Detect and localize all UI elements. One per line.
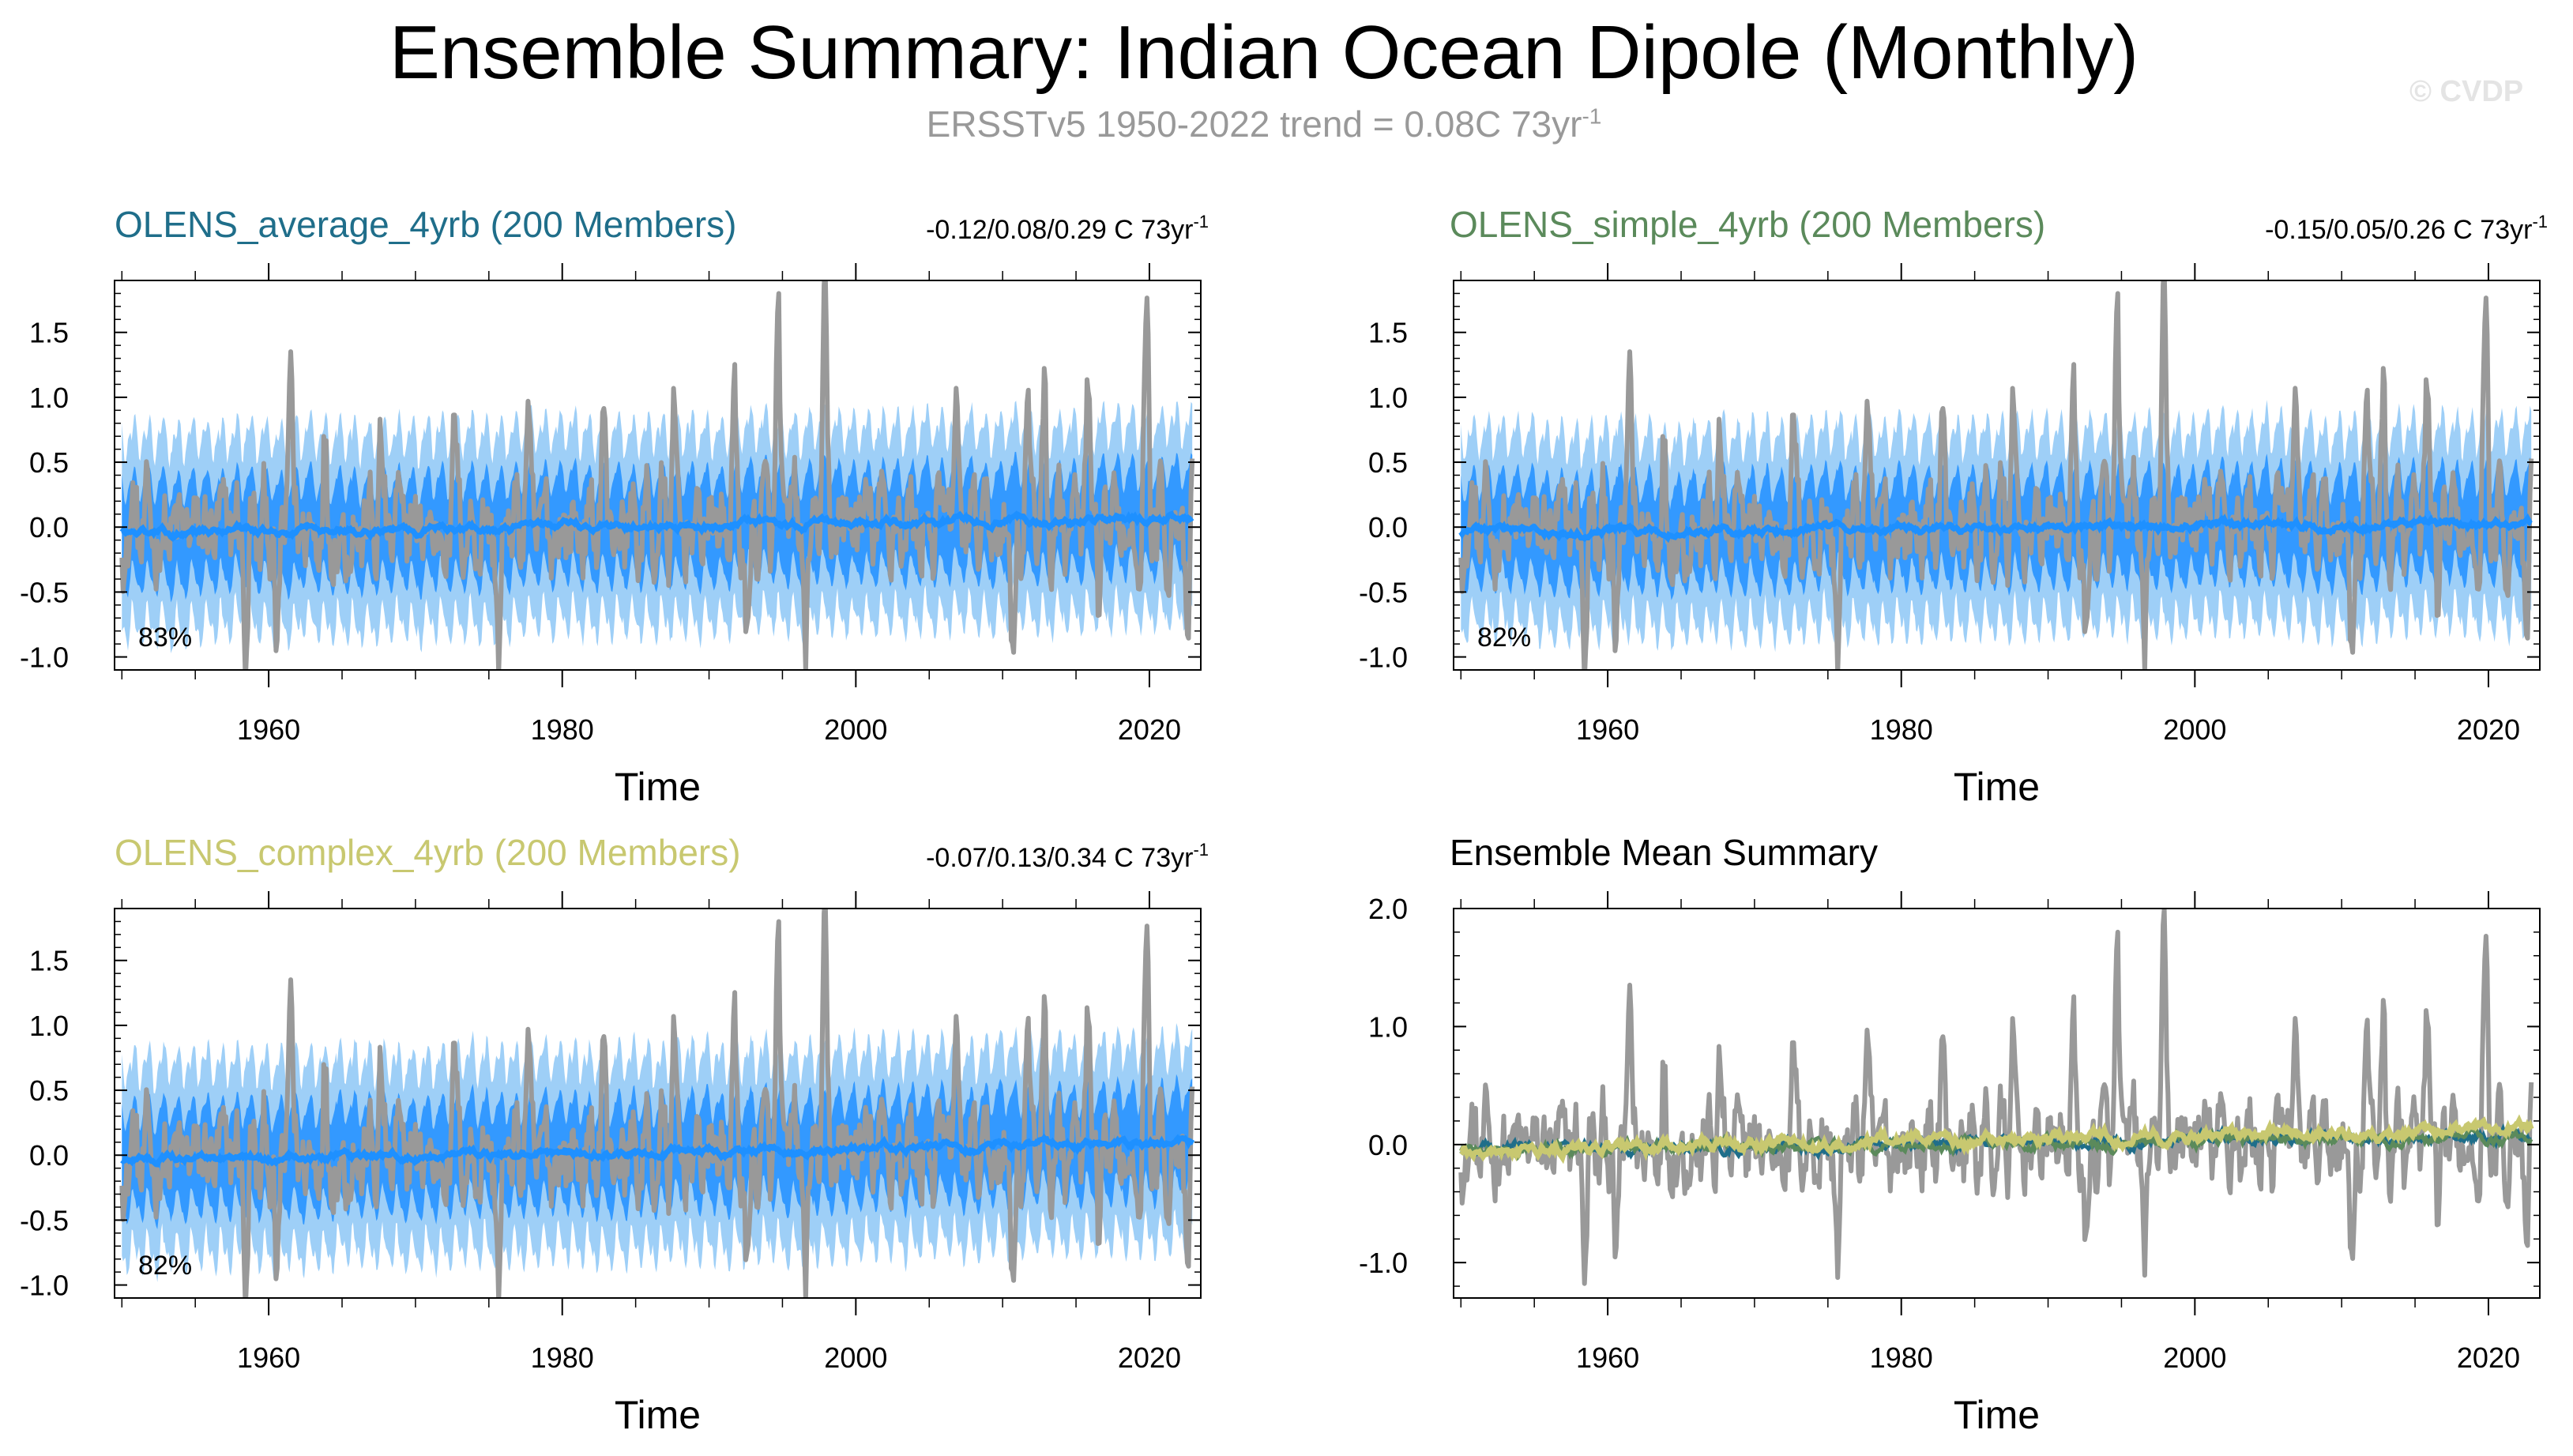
y-tick-label: 1.5	[29, 945, 69, 977]
trend-label-sup: -1	[1193, 840, 1209, 860]
ensemble-mean-line-3	[1459, 1114, 2534, 1164]
ensemble-mean-line	[1458, 513, 2533, 544]
percent-label: 83%	[138, 623, 192, 653]
x-tick-label: 2000	[2163, 1341, 2226, 1374]
x-tick-label: 1960	[237, 1341, 300, 1374]
y-tick-label: -1.0	[20, 1270, 69, 1302]
page-title: Ensemble Summary: Indian Ocean Dipole (M…	[389, 10, 2139, 95]
y-tick-label: 0.0	[29, 511, 69, 544]
percent-label: 82%	[1477, 623, 1531, 653]
y-tick-label: 1.5	[29, 317, 69, 349]
x-tick-label: 2000	[824, 1341, 887, 1374]
trend-label-text: -0.07/0.13/0.34 C 73yr	[926, 843, 1193, 873]
x-tick-label: 1960	[237, 713, 300, 746]
x-axis-label: Time	[615, 1393, 701, 1437]
plot-frame	[1453, 908, 2541, 1299]
ensemble-mean-line	[119, 510, 1194, 543]
plot-area	[119, 909, 1195, 1298]
x-tick-label: 2000	[824, 713, 887, 746]
y-tick-label: -0.5	[20, 576, 69, 608]
trend-label: -0.15/0.05/0.26 C 73yr-1	[2265, 212, 2548, 245]
x-tick-label: 2000	[2163, 713, 2226, 746]
percent-label: 82%	[138, 1251, 192, 1281]
plot-area	[119, 280, 1195, 670]
y-tick-label: 1.0	[1368, 1010, 1408, 1043]
y-tick-label: -1.0	[20, 641, 69, 674]
x-tick-label: 1980	[531, 713, 594, 746]
chart-panel-2: OLENS_simple_4yrb (200 Members) -0.15/0.0…	[1359, 204, 2548, 809]
chart-panel-4: Ensemble Mean Summary 2.0 1.0 0.0 -1.0 1960 19…	[1359, 832, 2541, 1437]
chart-panel-1: OLENS_average_4yrb (200 Members) -0.12/0.…	[20, 204, 1209, 809]
x-axis-label: Time	[1954, 765, 2040, 809]
x-axis-label: Time	[1954, 1393, 2040, 1437]
chart-title: OLENS_simple_4yrb (200 Members)	[1450, 204, 2045, 245]
subtitle-sup: -1	[1582, 103, 1602, 129]
y-tick-label: 0.5	[29, 1074, 69, 1107]
y-tick-label: 0.5	[1368, 446, 1408, 479]
subtitle: ERSSTv5 1950-2022 trend = 0.08C 73yr-1	[0, 103, 2528, 145]
trend-label-sup: -1	[2532, 212, 2548, 231]
y-tick-label: -0.5	[20, 1204, 69, 1236]
y-tick-label: 1.0	[29, 382, 69, 414]
x-tick-label: 1980	[1870, 1341, 1933, 1374]
x-tick-label: 1960	[1576, 713, 1639, 746]
x-tick-label: 2020	[1118, 1341, 1181, 1374]
ensemble-mean-line	[120, 1133, 1195, 1168]
chart-title: Ensemble Mean Summary	[1450, 832, 1878, 873]
y-tick-label: -1.0	[1359, 1247, 1408, 1279]
y-tick-label: 2.0	[1368, 893, 1408, 925]
y-tick-label: -0.5	[1359, 576, 1408, 608]
chart-title: OLENS_average_4yrb (200 Members)	[115, 204, 736, 245]
chart-title: OLENS_complex_4yrb (200 Members)	[115, 832, 741, 873]
plot-area	[1458, 280, 2534, 670]
x-axis-label: Time	[615, 765, 701, 809]
x-tick-label: 2020	[2457, 713, 2520, 746]
y-tick-label: 1.0	[1368, 382, 1408, 414]
y-tick-label: 0.0	[1368, 1129, 1408, 1161]
chart-panel-3: OLENS_complex_4yrb (200 Members) -0.07/0.…	[20, 832, 1209, 1437]
trend-label: -0.07/0.13/0.34 C 73yr-1	[926, 840, 1209, 873]
x-tick-label: 2020	[1118, 713, 1181, 746]
trend-label-sup: -1	[1193, 212, 1209, 231]
y-tick-label: 0.0	[29, 1139, 69, 1172]
y-tick-label: -1.0	[1359, 641, 1408, 674]
watermark: © CVDP	[2409, 75, 2524, 108]
trend-label-text: -0.15/0.05/0.26 C 73yr	[2265, 215, 2532, 245]
x-tick-label: 1980	[1870, 713, 1933, 746]
y-tick-label: 0.0	[1368, 511, 1408, 544]
x-tick-label: 1960	[1576, 1341, 1639, 1374]
x-tick-label: 2020	[2457, 1341, 2520, 1374]
trend-label: -0.12/0.08/0.29 C 73yr-1	[926, 212, 1209, 245]
subtitle-text: ERSSTv5 1950-2022 trend = 0.08C 73yr	[926, 103, 1582, 145]
trend-label-text: -0.12/0.08/0.29 C 73yr	[926, 215, 1193, 245]
plot-area	[1458, 909, 2534, 1286]
y-tick-label: 1.0	[29, 1010, 69, 1042]
x-tick-label: 1980	[531, 1341, 594, 1374]
y-tick-label: 0.5	[29, 446, 69, 479]
observed-line	[1458, 909, 2534, 1286]
y-tick-label: 1.5	[1368, 317, 1408, 349]
